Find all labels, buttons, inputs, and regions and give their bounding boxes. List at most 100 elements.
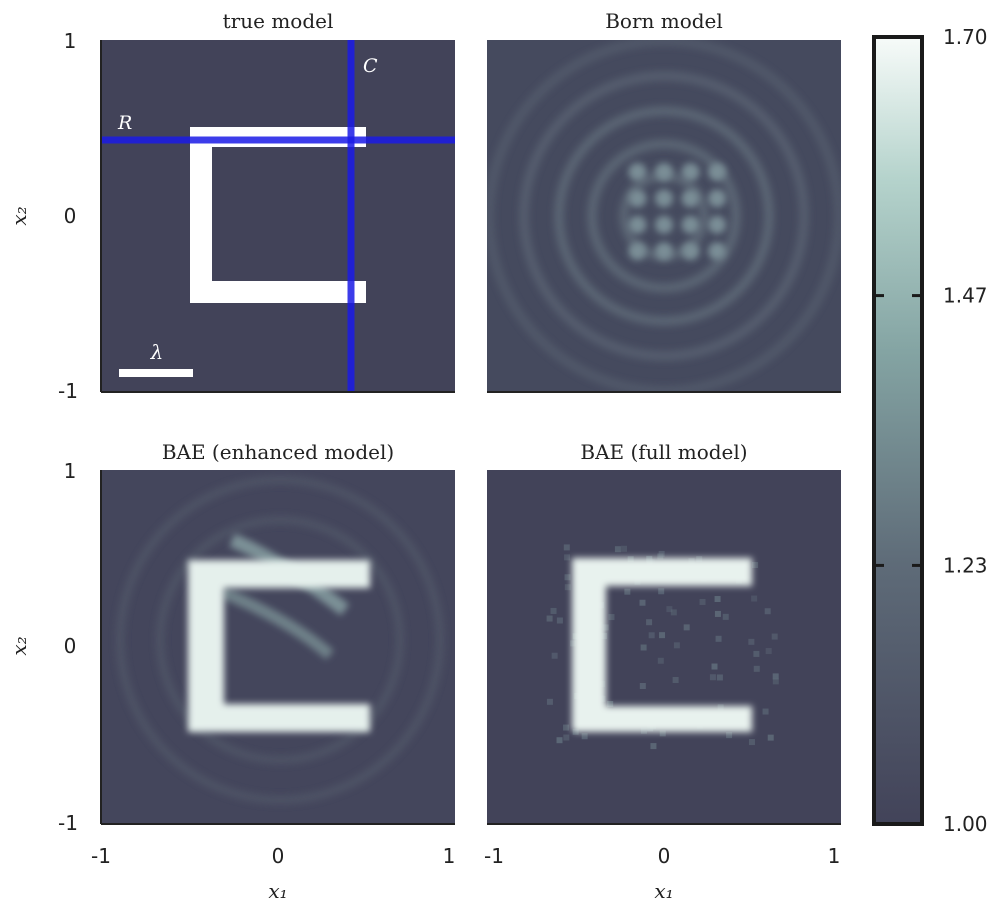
speckle [672,676,679,683]
speckle [659,730,666,737]
dot-artifact [628,242,647,261]
colorbar: 1.00 1.23 1.47 1.70 [872,25,988,836]
speckle [657,553,664,560]
speckle [640,644,647,651]
dot-artifact [681,189,700,208]
speckle [639,599,646,606]
dot-artifact [708,242,727,261]
x-tick-label: 1 [443,844,456,868]
dot-artifact [628,215,647,234]
dot-artifact [628,163,647,181]
dot-artifact [708,163,727,181]
speckle [748,638,755,645]
panel-title: true model [223,9,334,33]
colorbar-tick-label: 1.70 [943,25,988,49]
dot-artifact [655,189,673,208]
speckle [564,574,571,581]
scale-bar [119,369,193,377]
speckle [546,698,553,705]
colorbar-tick-label: 1.00 [943,812,988,836]
speckle [752,562,759,569]
y-tick-label: 0 [64,634,77,658]
speckle [563,724,570,731]
x-tick-label: 0 [272,844,285,868]
speckle [639,682,646,689]
y-axis-label: x₂ [7,206,31,225]
speckle [673,642,680,649]
dot-artifact [681,163,700,181]
y-tick-label: -1 [58,379,78,403]
panel-born-model: Born model [487,9,841,393]
colorbar-gradient [872,35,924,826]
speckle [670,609,677,616]
annotation-c: C [363,55,378,77]
panel-title: BAE (full model) [580,440,747,464]
speckle [608,614,615,621]
speckle [650,743,657,750]
speckle [564,584,571,591]
speckle [764,608,771,615]
panel-title: Born model [605,9,723,33]
speckle [716,674,723,681]
colorbar-ticks: 1.00 1.23 1.47 1.70 [874,25,988,836]
ring-artifacts [116,476,444,804]
speckle [722,613,729,620]
speckle [648,632,655,639]
speckle [751,595,758,602]
speckle [753,650,760,657]
speckle [683,624,690,631]
speckle [658,588,665,595]
bracket-shape [188,560,370,732]
y-axis-label: x₂ [7,636,31,655]
x-tick-label: 1 [828,844,841,868]
colorbar-tick-label: 1.47 [943,284,988,308]
speckle [699,598,706,605]
streak-artifact [219,586,334,660]
speckle [748,739,755,746]
x-tick-label: -1 [91,844,111,868]
speckle [772,678,779,685]
dot-artifact [655,163,673,181]
speckle [772,673,779,680]
speckle [762,708,769,715]
heatmap-background [101,40,455,392]
speckle [714,610,721,617]
speckle [659,632,666,639]
x-axis-label: x₁ [654,879,673,903]
annotation-r: R [117,112,132,134]
colorbar-tick-label: 1.23 [943,553,988,577]
speckle [771,633,778,640]
speckle [715,635,722,642]
speckle [714,596,721,603]
speckle [657,657,664,664]
speckle [556,617,563,624]
speckle [753,665,760,672]
dot-artifact [708,189,727,208]
x-axis-label: x₁ [268,879,287,903]
dot-artifact [655,215,673,234]
speckle [666,606,673,613]
annotation-lambda: λ [150,340,164,364]
speckle [711,663,718,670]
dot-artifacts [628,163,727,261]
y-tick-label: -1 [58,811,78,835]
y-tick-label: 1 [64,459,77,483]
y-tick-label: 0 [64,204,77,228]
dot-artifact [708,215,727,234]
speckle [765,648,772,655]
speckle [621,545,628,552]
speckle [624,588,631,595]
dot-artifact [628,189,647,208]
panel-title: BAE (enhanced model) [162,440,394,464]
y-tick-label: 1 [64,29,77,53]
axis-frame [100,470,455,825]
speckle [709,674,716,681]
heatmap-background [487,470,841,824]
speckle [614,546,621,553]
speckle [581,733,588,740]
speckle [607,700,614,707]
speckle [551,652,558,659]
x-tick-label: -1 [484,844,504,868]
dot-artifact [655,242,673,261]
